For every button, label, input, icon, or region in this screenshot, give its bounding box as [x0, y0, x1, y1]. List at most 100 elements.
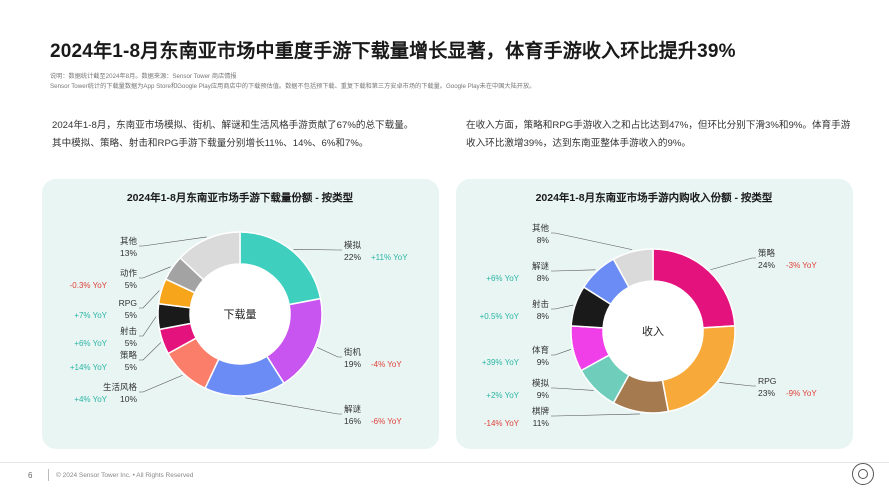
center-label: 下载量 — [224, 308, 257, 321]
leader-line — [245, 397, 342, 415]
slice-name: 其他 — [532, 223, 550, 233]
slice-name: 生活风格 — [103, 382, 138, 392]
slice-yoy: -3% YoY — [786, 261, 817, 270]
chart-title-group: 2024年1-8月东南亚市场手游下载量份额 - 按类型 — [127, 191, 354, 204]
slice-name: 解谜 — [532, 261, 550, 271]
leader-line — [551, 304, 574, 310]
label-棋牌: 棋牌 11% -14% YoY — [484, 406, 640, 428]
slice-name: 策略 — [120, 350, 138, 360]
leader-line — [719, 382, 756, 387]
summary-revenue: 在收入方面，策略和RPG手游收入之和占比达到47%，但环比分别下滑3%和9%。体… — [466, 120, 851, 149]
label-模拟: 模拟 22% +11% YoY — [293, 240, 408, 262]
slice-name: 策略 — [758, 248, 776, 258]
label-模拟: 模拟 9% +2% YoY — [486, 378, 594, 400]
label-解谜: 解谜 16% -6% YoY — [245, 397, 402, 426]
slice-yoy: +2% YoY — [486, 391, 519, 400]
label-动作: 动作 5% -0.3% YoY — [70, 266, 171, 290]
leader-line — [551, 387, 594, 391]
slice-yoy: -14% YoY — [484, 419, 520, 428]
slice-name: 射击 — [120, 326, 137, 336]
leader-line — [293, 248, 342, 251]
leader-line — [139, 236, 207, 247]
slice-share: 16% — [344, 416, 361, 426]
downloads-chart-panel: 2024年1-8月东南亚市场手游下载量份额 - 按类型Sensor Tower下… — [42, 179, 439, 449]
label-RPG: RPG 23% -9% YoY — [719, 376, 817, 398]
slice-name: RPG — [119, 298, 137, 308]
slice-yoy: -4% YoY — [371, 360, 402, 369]
label-解谜: 解谜 8% +6% YoY — [486, 261, 596, 283]
chart-title: 2024年1-8月东南亚市场手游下载量份额 - 按类型 — [127, 191, 354, 204]
slice-share: 23% — [758, 388, 775, 398]
slice-name: 解谜 — [344, 404, 362, 414]
leader-line — [551, 269, 596, 272]
notes: 说明：数据统计截至2024年8月。数据来源：Sensor Tower 商店情报 … — [50, 72, 535, 92]
note-definition: Sensor Tower统计的下载量数据为App Store和Google Pl… — [50, 83, 536, 90]
leader-line — [139, 290, 160, 309]
donut-hole — [190, 264, 290, 364]
label-策略: 策略 24% -3% YoY — [710, 248, 817, 271]
sensor-tower-logo-icon — [852, 463, 874, 485]
leader-line — [551, 232, 633, 250]
label-射击: 射击 5% +6% YoY — [74, 316, 157, 348]
leader-line — [139, 316, 157, 337]
slice-name: 动作 — [120, 268, 138, 278]
leader-line — [316, 347, 342, 358]
slice-share: 9% — [537, 357, 550, 367]
slice-name: 街机 — [344, 347, 362, 357]
slice-yoy: +39% YoY — [482, 358, 520, 367]
slice-yoy: +6% YoY — [486, 274, 519, 283]
slice-name: RPG — [758, 376, 776, 386]
label-其他: 其他 13% — [120, 236, 207, 258]
revenue-chart-panel: 2024年1-8月东南亚市场手游内购收入份额 - 按类型Sensor Tower… — [456, 179, 853, 449]
slice-share: 5% — [125, 310, 138, 320]
slice-yoy: -6% YoY — [371, 417, 402, 426]
slice-share: 22% — [344, 252, 361, 262]
copyright: © 2024 Sensor Tower Inc. • All Rights Re… — [56, 472, 194, 479]
slice-share: 8% — [537, 273, 550, 283]
slice-name: 棋牌 — [532, 406, 550, 416]
chart-title-group: 2024年1-8月东南亚市场手游内购收入份额 - 按类型 — [536, 191, 773, 204]
slice-share: 19% — [344, 359, 361, 369]
revenue-donut-chart: 2024年1-8月东南亚市场手游内购收入份额 - 按类型Sensor Tower… — [480, 191, 818, 428]
slice-name: 模拟 — [532, 378, 550, 388]
leader-line — [139, 374, 183, 393]
slice-share: 13% — [120, 248, 137, 258]
center-label: 收入 — [642, 324, 664, 338]
footer-separator — [48, 469, 49, 481]
summary-downloads: 2024年1-8月，东南亚市场模拟、街机、解谜和生活风格手游贡献了67%的总下载… — [52, 120, 414, 149]
slice-share: 8% — [537, 235, 550, 245]
slice-yoy: -0.3% YoY — [70, 281, 108, 290]
label-策略: 策略 5% +14% YoY — [70, 342, 162, 372]
downloads-donut-chart: 2024年1-8月东南亚市场手游下载量份额 - 按类型Sensor Tower下… — [70, 191, 409, 426]
slice-share: 9% — [537, 390, 550, 400]
label-体育: 体育 9% +39% YoY — [482, 345, 572, 367]
slice-share: 5% — [125, 338, 138, 348]
leader-line — [710, 257, 756, 271]
slice-yoy: +4% YoY — [74, 395, 107, 404]
label-射击: 射击 8% +0.5% YoY — [480, 299, 574, 321]
slice-share: 24% — [758, 260, 775, 270]
label-街机: 街机 19% -4% YoY — [316, 347, 402, 369]
chart-title: 2024年1-8月东南亚市场手游内购收入份额 - 按类型 — [536, 191, 773, 204]
page-title: 2024年1-8月东南亚市场中重度手游下载量增长显著，体育手游收入环比提升39% — [50, 41, 736, 62]
leader-line — [139, 342, 162, 361]
slice-yoy: +6% YoY — [74, 339, 107, 348]
slice-其他[interactable] — [179, 231, 241, 281]
slice-yoy: +0.5% YoY — [480, 312, 520, 321]
label-RPG: RPG 5% +7% YoY — [74, 290, 160, 320]
note-source: 说明：数据统计截至2024年8月。数据来源：Sensor Tower 商店情报 — [50, 73, 237, 80]
slice-share: 10% — [120, 394, 137, 404]
label-生活风格: 生活风格 10% +4% YoY — [74, 374, 183, 404]
slice-name: 模拟 — [344, 240, 362, 250]
slice-name: 射击 — [532, 299, 549, 309]
footer-divider — [0, 462, 889, 463]
slice-name: 体育 — [532, 345, 549, 355]
slice-其他[interactable] — [612, 248, 654, 289]
leader-line — [551, 413, 640, 417]
leader-line — [139, 266, 171, 279]
donut-hole — [603, 281, 703, 381]
leader-line — [551, 349, 572, 356]
slice-yoy: -9% YoY — [786, 389, 817, 398]
label-其他: 其他 8% — [532, 223, 633, 250]
slice-yoy: +11% YoY — [371, 253, 408, 262]
